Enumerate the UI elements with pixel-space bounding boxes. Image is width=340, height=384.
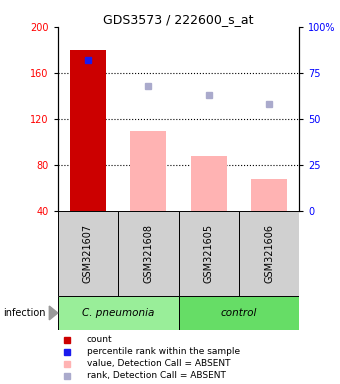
Text: percentile rank within the sample: percentile rank within the sample: [87, 347, 240, 356]
Bar: [130, 131, 166, 211]
Text: GSM321607: GSM321607: [83, 224, 93, 283]
Text: GSM321608: GSM321608: [143, 224, 153, 283]
Text: value, Detection Call = ABSENT: value, Detection Call = ABSENT: [87, 359, 230, 368]
Text: count: count: [87, 335, 113, 344]
Text: GSM321605: GSM321605: [204, 224, 214, 283]
Bar: [58, 211, 118, 296]
Text: C. pneumonia: C. pneumonia: [82, 308, 154, 318]
Text: control: control: [221, 308, 257, 318]
Bar: [190, 156, 227, 211]
Text: infection: infection: [3, 308, 46, 318]
Title: GDS3573 / 222600_s_at: GDS3573 / 222600_s_at: [103, 13, 254, 26]
Text: rank, Detection Call = ABSENT: rank, Detection Call = ABSENT: [87, 371, 226, 381]
Bar: [178, 296, 299, 330]
Bar: [70, 50, 106, 211]
Bar: [239, 211, 299, 296]
Text: GSM321606: GSM321606: [264, 224, 274, 283]
Bar: [118, 211, 178, 296]
Bar: [58, 296, 178, 330]
Bar: [251, 179, 287, 211]
Bar: [178, 211, 239, 296]
